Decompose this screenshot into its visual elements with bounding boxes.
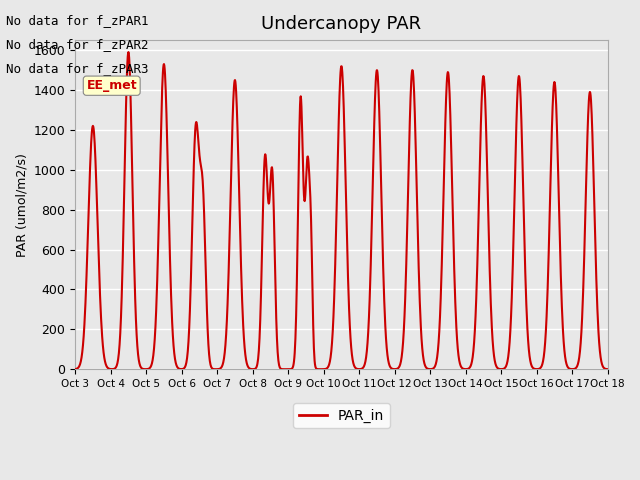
- Text: No data for f_zPAR2: No data for f_zPAR2: [6, 38, 149, 51]
- Y-axis label: PAR (umol/m2/s): PAR (umol/m2/s): [15, 153, 28, 257]
- Text: No data for f_zPAR3: No data for f_zPAR3: [6, 62, 149, 75]
- Text: EE_met: EE_met: [86, 79, 137, 92]
- Text: No data for f_zPAR1: No data for f_zPAR1: [6, 14, 149, 27]
- Title: Undercanopy PAR: Undercanopy PAR: [261, 15, 422, 33]
- Legend: PAR_in: PAR_in: [293, 403, 390, 428]
